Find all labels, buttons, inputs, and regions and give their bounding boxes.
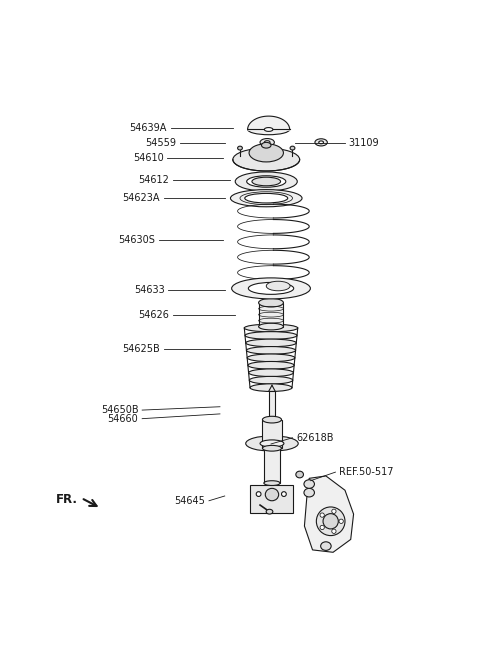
Ellipse shape — [264, 140, 270, 144]
Text: REF.50-517: REF.50-517 — [339, 467, 394, 477]
Ellipse shape — [316, 507, 345, 535]
Ellipse shape — [235, 172, 297, 191]
Ellipse shape — [249, 144, 283, 162]
Ellipse shape — [259, 298, 283, 307]
Bar — [269, 391, 275, 420]
Ellipse shape — [230, 190, 302, 207]
Bar — [251, 485, 293, 513]
Bar — [264, 448, 280, 483]
Ellipse shape — [321, 542, 331, 550]
Ellipse shape — [319, 141, 324, 144]
Ellipse shape — [246, 436, 298, 451]
Ellipse shape — [332, 509, 336, 514]
Ellipse shape — [247, 354, 295, 361]
Ellipse shape — [332, 529, 336, 533]
Ellipse shape — [265, 488, 279, 501]
Ellipse shape — [263, 445, 281, 451]
Ellipse shape — [304, 480, 314, 488]
Ellipse shape — [304, 488, 314, 497]
Ellipse shape — [245, 332, 297, 339]
Text: FR.: FR. — [56, 493, 78, 506]
Ellipse shape — [250, 384, 292, 392]
Ellipse shape — [244, 324, 298, 332]
Text: 54626: 54626 — [139, 310, 169, 319]
Ellipse shape — [252, 177, 281, 186]
Ellipse shape — [296, 471, 303, 478]
Text: 31109: 31109 — [349, 138, 379, 148]
Text: 54633: 54633 — [134, 285, 165, 295]
Ellipse shape — [262, 142, 271, 148]
Ellipse shape — [232, 278, 311, 299]
Ellipse shape — [281, 492, 286, 497]
Text: 54645: 54645 — [174, 496, 205, 506]
Ellipse shape — [266, 509, 273, 514]
Ellipse shape — [247, 176, 286, 187]
Ellipse shape — [249, 369, 293, 377]
Ellipse shape — [249, 377, 293, 384]
Ellipse shape — [248, 124, 289, 134]
Ellipse shape — [263, 417, 281, 423]
Text: 54650B: 54650B — [101, 405, 138, 415]
Text: 54630S: 54630S — [118, 235, 155, 245]
Ellipse shape — [238, 146, 242, 150]
Ellipse shape — [266, 281, 290, 291]
Ellipse shape — [320, 513, 324, 517]
Text: 54612: 54612 — [139, 175, 169, 185]
Text: 62618B: 62618B — [296, 433, 334, 443]
Ellipse shape — [246, 339, 296, 347]
Text: 54660: 54660 — [108, 414, 138, 424]
Text: 54559: 54559 — [145, 138, 177, 148]
Text: 54639A: 54639A — [130, 123, 167, 133]
Text: 54610: 54610 — [133, 153, 164, 163]
Ellipse shape — [264, 481, 280, 485]
Ellipse shape — [259, 323, 283, 330]
Ellipse shape — [315, 139, 327, 146]
Polygon shape — [304, 476, 354, 552]
Ellipse shape — [245, 194, 288, 203]
Text: 54623A: 54623A — [122, 193, 160, 203]
Ellipse shape — [246, 346, 296, 354]
Bar — [263, 420, 281, 448]
Ellipse shape — [320, 525, 324, 529]
Ellipse shape — [290, 146, 295, 150]
Ellipse shape — [339, 519, 343, 523]
Text: 54625B: 54625B — [122, 344, 160, 354]
Bar — [259, 302, 283, 327]
Ellipse shape — [233, 148, 300, 171]
Ellipse shape — [260, 440, 284, 447]
Ellipse shape — [323, 514, 338, 529]
Ellipse shape — [248, 283, 294, 295]
Ellipse shape — [260, 138, 275, 146]
Ellipse shape — [264, 127, 273, 131]
Ellipse shape — [256, 492, 261, 497]
Ellipse shape — [248, 361, 294, 369]
